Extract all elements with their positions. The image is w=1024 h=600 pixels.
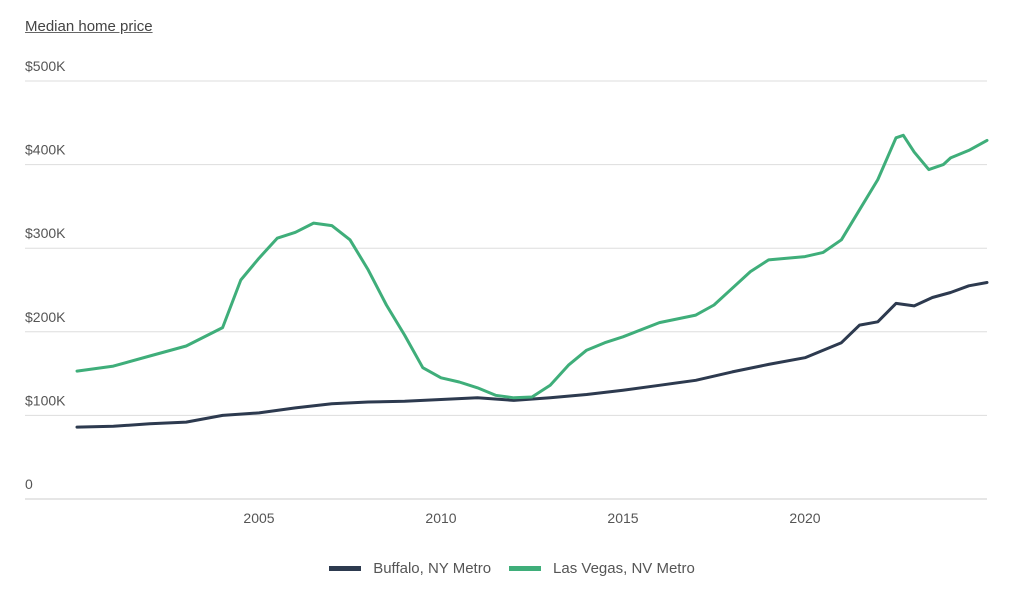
series-line-buffalo [75, 281, 989, 429]
legend-swatch [509, 566, 542, 571]
y-tick-label: $100K [25, 392, 66, 408]
legend-label: Las Vegas, NV Metro [553, 560, 695, 577]
x-tick-label: 2020 [789, 510, 820, 526]
x-tick-label: 2015 [607, 510, 638, 526]
legend-label: Buffalo, NY Metro [373, 560, 492, 577]
chart-title: Median home price [25, 18, 153, 35]
y-tick-label: 0 [25, 476, 33, 492]
y-tick-label: $300K [25, 225, 66, 241]
legend-item-las-vegas: Las Vegas, NV Metro [509, 560, 695, 577]
legend: Buffalo, NY Metro Las Vegas, NV Metro [0, 560, 1024, 577]
y-tick-label: $200K [25, 309, 66, 325]
series-line-las-vegas [75, 133, 989, 400]
x-tick-label: 2005 [243, 510, 274, 526]
y-tick-label: $500K [25, 58, 66, 74]
x-tick-label: 2010 [425, 510, 456, 526]
y-tick-label: $400K [25, 142, 66, 158]
legend-item-buffalo: Buffalo, NY Metro [329, 560, 491, 577]
legend-swatch [329, 566, 362, 571]
